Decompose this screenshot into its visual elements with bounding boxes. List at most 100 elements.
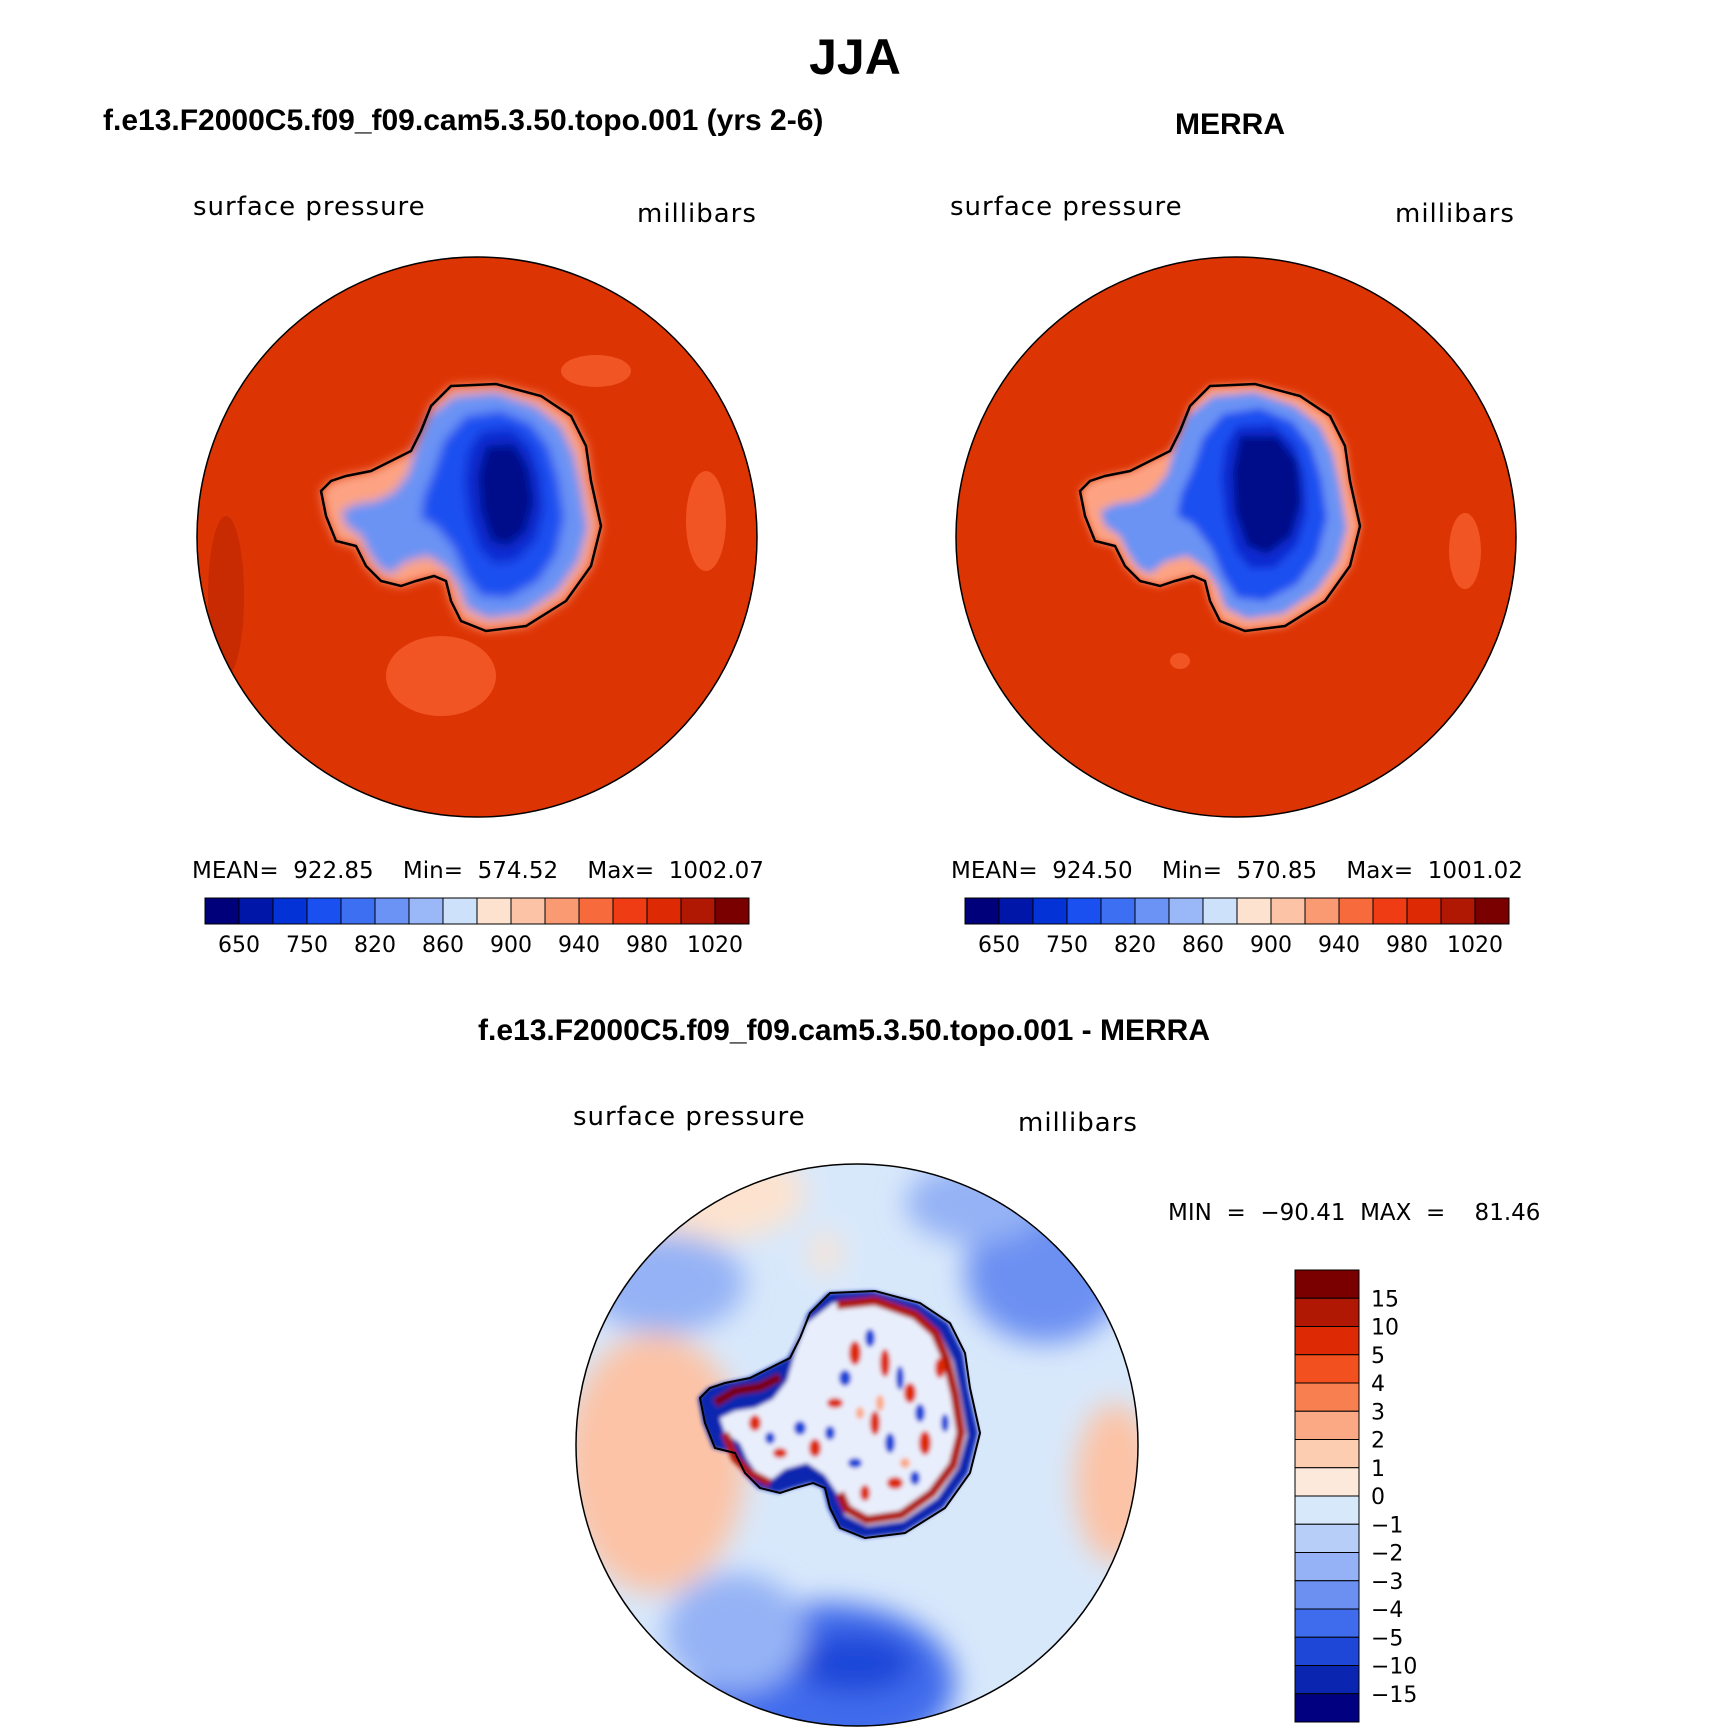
colorbar-swatch [1294, 1693, 1360, 1723]
colorbar-tick-label: −5 [1371, 1626, 1403, 1651]
colorbar-swatch [1474, 897, 1510, 925]
colorbar-left: 650 750 820 860 900 940 980 1020 [204, 897, 750, 958]
panel-right-units-label: millibars [1395, 199, 1515, 229]
colorbar-swatch [238, 897, 274, 925]
panel-right-stats: MEAN= 924.50 Min= 570.85 Max= 1001.02 [951, 858, 1523, 884]
colorbar-tick-label: 980 [1386, 933, 1428, 958]
colorbar-swatch [1294, 1269, 1360, 1299]
colorbar-tick-label: 5 [1371, 1344, 1385, 1369]
panel-left-units-label: millibars [637, 199, 757, 229]
panel-left-title: f.e13.F2000C5.f09_f09.cam5.3.50.topo.001… [103, 104, 824, 137]
colorbar-tick-label: 1020 [1447, 933, 1503, 958]
colorbar-swatch [476, 897, 512, 925]
colorbar-tick-label: 820 [1114, 933, 1156, 958]
panel-right-variable-label: surface pressure [950, 192, 1183, 222]
colorbar-swatch [374, 897, 410, 925]
colorbar-swatch [1168, 897, 1204, 925]
colorbar-tick-label: 820 [354, 933, 396, 958]
colorbar-swatch [1134, 897, 1170, 925]
coastline-difference [698, 1289, 982, 1540]
colorbar-swatch [1372, 897, 1408, 925]
colorbar-tick-label: −2 [1371, 1542, 1403, 1567]
colorbar-swatch [1294, 1580, 1360, 1610]
diff-units-label: millibars [1018, 1108, 1138, 1138]
colorbar-swatch [1294, 1439, 1360, 1469]
colorbar-swatch [1294, 1665, 1360, 1695]
colorbar-tick-label: 860 [422, 933, 464, 958]
colorbar-tick-label: 4 [1371, 1372, 1385, 1397]
colorbar-tick-label: 650 [218, 933, 260, 958]
colorbar-swatch [1294, 1495, 1360, 1525]
colorbar-swatch [714, 897, 750, 925]
colorbar-tick-label: −3 [1371, 1570, 1403, 1595]
panel-right-title: MERRA [1175, 108, 1285, 141]
colorbar-swatch [1294, 1297, 1360, 1327]
colorbar-swatch [964, 897, 1000, 925]
colorbar-tick-label: −1 [1371, 1513, 1403, 1538]
colorbar-swatch [1338, 897, 1374, 925]
colorbar-right: 650 750 820 860 900 940 980 1020 [964, 897, 1510, 958]
colorbar-swatch [1066, 897, 1102, 925]
panel-left-stats: MEAN= 922.85 Min= 574.52 Max= 1002.07 [192, 858, 764, 884]
colorbar-tick-label: −4 [1371, 1598, 1403, 1623]
colorbar-tick-label: 0 [1371, 1485, 1385, 1510]
colorbar-swatch [1202, 897, 1238, 925]
colorbar-swatch [578, 897, 614, 925]
colorbar-tick-label: 940 [558, 933, 600, 958]
colorbar-swatch [1100, 897, 1136, 925]
colorbar-swatch [612, 897, 648, 925]
colorbar-swatch [646, 897, 682, 925]
map-right [955, 256, 1517, 818]
colorbar-swatch [1294, 1467, 1360, 1497]
colorbar-swatch [1032, 897, 1068, 925]
colorbar-swatch [1294, 1354, 1360, 1384]
panel-left-variable-label: surface pressure [193, 192, 426, 222]
coastline-right [1078, 382, 1362, 633]
coastline-left [319, 382, 603, 633]
colorbar-swatch [1440, 897, 1476, 925]
colorbar-tick-label: 650 [978, 933, 1020, 958]
colorbar-swatch [442, 897, 478, 925]
antarctica-shape-left [321, 384, 601, 631]
colorbar-tick-label: 750 [286, 933, 328, 958]
antarctica-difference-field [698, 1291, 978, 1538]
diff-panel-title: f.e13.F2000C5.f09_f09.cam5.3.50.topo.001… [478, 1014, 1210, 1047]
colorbar-tick-label: 940 [1318, 933, 1360, 958]
colorbar-tick-label: −15 [1371, 1683, 1417, 1708]
colorbar-tick-label: 10 [1371, 1316, 1399, 1341]
colorbar-tick-label: 2 [1371, 1429, 1385, 1454]
colorbar-swatch [1294, 1523, 1360, 1553]
colorbar-swatch [1294, 1636, 1360, 1666]
colorbar-swatch [1270, 897, 1306, 925]
colorbar-swatch [1294, 1608, 1360, 1638]
colorbar-swatch [1294, 1382, 1360, 1412]
diff-minmax: MIN = −90.41 MAX = 81.46 [1168, 1200, 1541, 1226]
colorbar-swatch [544, 897, 580, 925]
colorbar-swatch [1236, 897, 1272, 925]
colorbar-tick-label: 1 [1371, 1457, 1385, 1482]
colorbar-swatch [1294, 1410, 1360, 1440]
colorbar-swatch [306, 897, 342, 925]
diff-variable-label: surface pressure [573, 1102, 806, 1132]
colorbar-swatch [340, 897, 376, 925]
colorbar-swatch [1406, 897, 1442, 925]
colorbar-swatch [998, 897, 1034, 925]
colorbar-swatch [204, 897, 240, 925]
colorbar-tick-label: 1020 [687, 933, 743, 958]
colorbar-swatch [272, 897, 308, 925]
colorbar-tick-label: 860 [1182, 933, 1224, 958]
colorbar-tick-label: 980 [626, 933, 668, 958]
colorbar-tick-label: 750 [1046, 933, 1088, 958]
colorbar-swatch [1294, 1552, 1360, 1582]
colorbar-swatch [1304, 897, 1340, 925]
antarctica-shape-right [1080, 384, 1360, 631]
map-difference [575, 1163, 1139, 1727]
colorbar-swatch [680, 897, 716, 925]
colorbar-tick-label: 900 [490, 933, 532, 958]
colorbar-swatch [510, 897, 546, 925]
colorbar-swatch [1294, 1326, 1360, 1356]
colorbar-tick-label: 15 [1371, 1287, 1399, 1312]
colorbar-tick-label: 900 [1250, 933, 1292, 958]
colorbar-tick-label: 3 [1371, 1400, 1385, 1425]
